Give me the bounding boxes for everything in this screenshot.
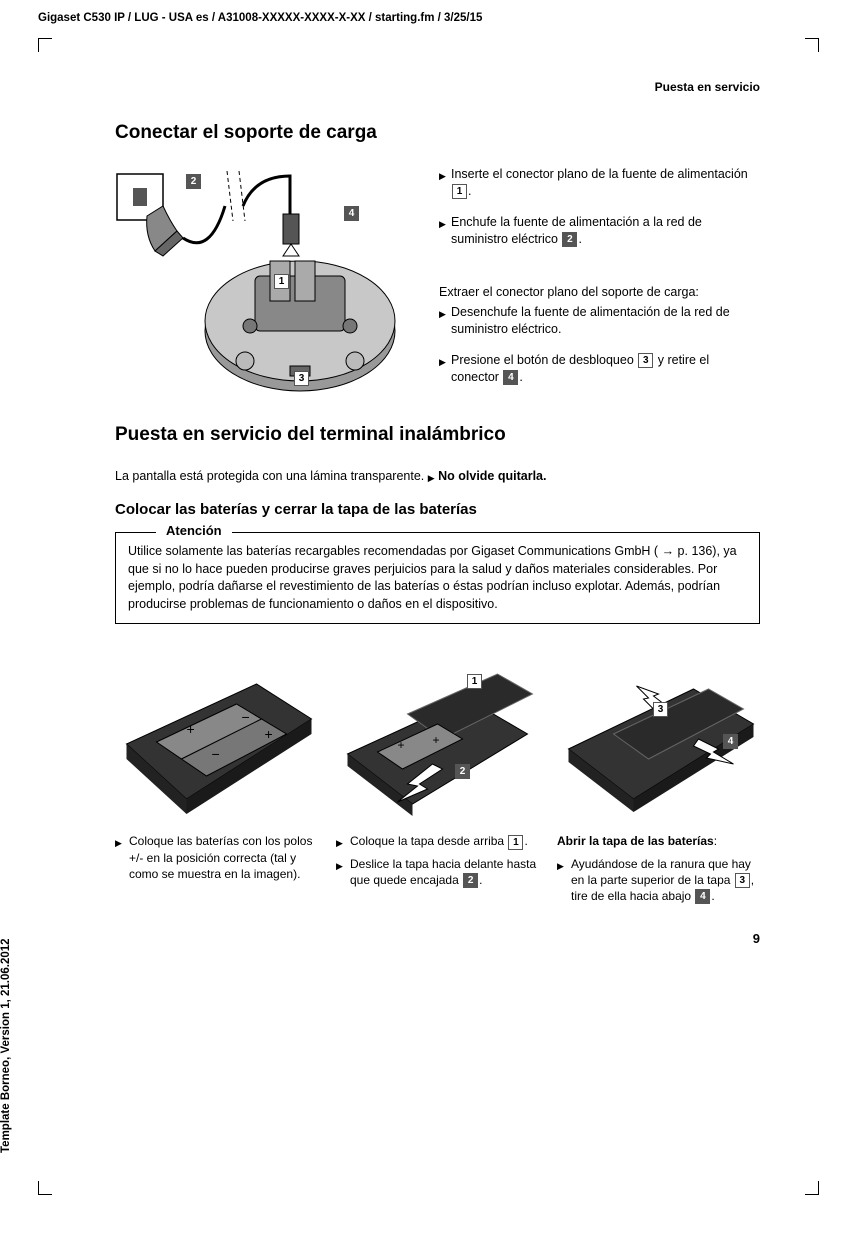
svg-text:+: + — [433, 733, 440, 747]
extract-title: Extraer el conector plano del soporte de… — [439, 284, 760, 301]
diagram-badge-2: 2 — [186, 174, 201, 189]
svg-text:+: + — [265, 726, 273, 742]
col1-text: Coloque las baterías con los polos +/- e… — [129, 833, 318, 882]
heading-batteries: Colocar las baterías y cerrar la tapa de… — [115, 501, 760, 518]
col2b-text: Deslice la tapa hacia delante hasta que … — [350, 857, 536, 887]
diagram-badge-1: 1 — [274, 274, 289, 289]
col3-title: Abrir la tapa de las baterías — [557, 834, 714, 848]
inline-badge-3: 3 — [638, 353, 653, 368]
page-content: Puesta en servicio Conectar el soporte d… — [115, 80, 760, 910]
bullet-icon — [336, 856, 350, 889]
page-number: 9 — [753, 931, 760, 946]
template-version-sidebar: Template Borneo, Version 1, 21.06.2012 — [0, 938, 12, 1153]
col3-end: . — [711, 889, 714, 903]
crop-mark — [805, 38, 819, 52]
col-close-cover: Coloque la tapa desde arriba 1. Deslice … — [336, 833, 539, 910]
crop-mark — [805, 1181, 819, 1195]
crop-mark — [38, 1181, 52, 1195]
col2a-text: Coloque la tapa desde arriba — [350, 834, 507, 848]
diagram-badge-4: 4 — [344, 206, 359, 221]
crop-mark — [38, 38, 52, 52]
diagram-badge-2: 2 — [455, 764, 470, 779]
inline-badge-1: 1 — [452, 184, 467, 199]
bullet-icon — [439, 352, 451, 386]
arrow-icon: → — [662, 544, 675, 558]
battery-cover-close-diagram: + + 1 2 — [336, 664, 539, 819]
svg-text:+: + — [187, 721, 195, 737]
charger-row: 2 4 1 3 Inserte el conector plano de la … — [115, 166, 760, 400]
col2a-end: . — [524, 834, 527, 848]
step-unplug: Desenchufe la fuente de alimentación de … — [439, 304, 760, 338]
diagram-badge-3: 3 — [294, 371, 309, 386]
attention-label: Atención — [156, 523, 232, 538]
battery-cover-open-diagram: 3 4 — [557, 664, 760, 819]
col-open-cover: Abrir la tapa de las baterías: Ayudándos… — [557, 833, 760, 910]
section-title: Puesta en servicio — [115, 80, 760, 94]
heading-handset: Puesta en servicio del terminal inalámbr… — [115, 424, 760, 446]
step-end: . — [468, 184, 471, 198]
bullet-icon — [428, 469, 435, 483]
col2b-end: . — [479, 873, 482, 887]
diagram-badge-1: 1 — [467, 674, 482, 689]
step-text: Presione el botón de desbloqueo — [451, 353, 637, 367]
step-release-button: Presione el botón de desbloqueo 3 y reti… — [439, 352, 760, 386]
step-end: . — [578, 232, 581, 246]
charger-instructions: Inserte el conector plano de la fuente d… — [439, 166, 760, 400]
lamina-text: La pantalla está protegida con una lámin… — [115, 469, 428, 483]
step-plug-power: Enchufe la fuente de alimentación a la r… — [439, 214, 760, 248]
bullet-icon — [557, 856, 571, 905]
inline-badge-4: 4 — [503, 370, 518, 385]
heading-charger: Conectar el soporte de carga — [115, 122, 760, 144]
step-insert-connector: Inserte el conector plano de la fuente d… — [439, 166, 760, 200]
svg-text:+: + — [398, 738, 405, 752]
document-path-header: Gigaset C530 IP / LUG - USA es / A31008-… — [38, 12, 482, 24]
col3-colon: : — [714, 834, 717, 848]
inline-badge-2: 2 — [463, 873, 478, 888]
inline-badge-4: 4 — [695, 889, 710, 904]
battery-images-row: + − − + + + 1 2 — [115, 664, 760, 819]
bullet-icon — [439, 304, 451, 338]
svg-text:−: − — [242, 709, 250, 725]
lamina-bold: No olvide quitarla. — [438, 469, 546, 483]
bullet-icon — [439, 214, 451, 248]
battery-text-row: Coloque las baterías con los polos +/- e… — [115, 833, 760, 910]
col3a-text: Ayudándose de la ranura que hay en la pa… — [571, 857, 751, 887]
diagram-badge-3: 3 — [653, 702, 668, 717]
attention-box: Atención Utilice solamente las baterías … — [115, 532, 760, 624]
bullet-icon — [439, 166, 451, 200]
bullet-icon — [115, 833, 129, 882]
col-insert-batteries: Coloque las baterías con los polos +/- e… — [115, 833, 318, 910]
attention-text: Utilice solamente las baterías recargabl… — [128, 543, 747, 613]
charger-diagram: 2 4 1 3 — [115, 166, 415, 396]
lamina-note: La pantalla está protegida con una lámin… — [115, 468, 760, 486]
inline-badge-3: 3 — [735, 873, 750, 888]
step-end: . — [519, 370, 522, 384]
battery-insert-diagram: + − − + — [115, 664, 318, 819]
bullet-icon — [336, 833, 350, 849]
diagram-badge-4: 4 — [723, 734, 738, 749]
inline-badge-1: 1 — [508, 835, 523, 850]
step-text: Inserte el conector plano de la fuente d… — [451, 167, 748, 181]
step-text: Desenchufe la fuente de alimentación de … — [451, 304, 760, 338]
svg-text:−: − — [212, 746, 220, 762]
inline-badge-2: 2 — [562, 232, 577, 247]
attention-part-a: Utilice solamente las baterías recargabl… — [128, 544, 662, 558]
